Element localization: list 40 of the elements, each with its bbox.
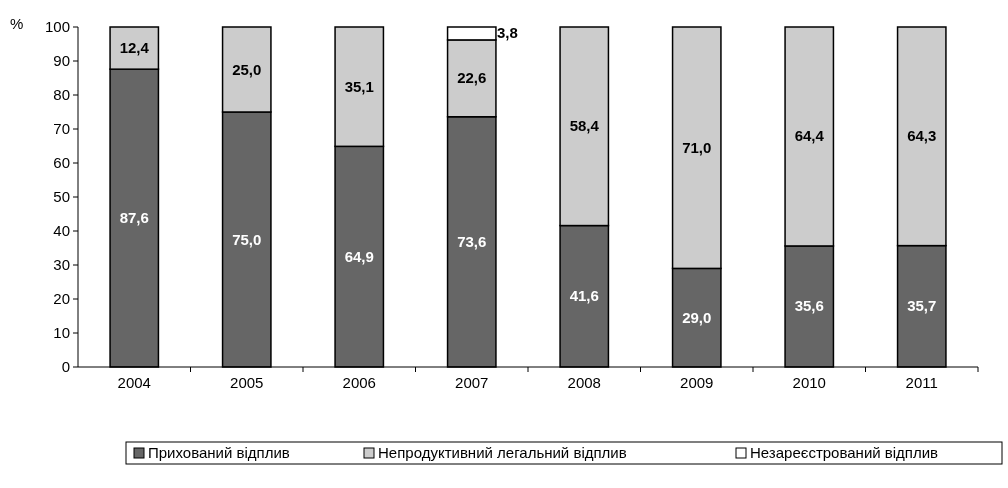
data-label: 58,4 [569,117,600,135]
x-tick-label: 2004 [117,374,151,391]
y-tick-label: 30 [53,256,70,273]
y-tick-label: 40 [53,222,70,239]
data-label: 64,3 [907,127,937,145]
data-label: 35,7 [907,297,937,315]
data-label: 71,0 [682,138,712,156]
data-label: 73,6 [457,232,487,250]
data-label: 3,8 [496,24,518,42]
data-label: 12,4 [119,39,150,57]
legend-label: Непродуктивний легальний відплив [378,444,627,461]
data-label: 35,6 [794,297,824,315]
y-tick-label: 80 [53,86,70,103]
data-label: 64,9 [344,247,374,265]
x-tick-label: 2008 [567,374,601,391]
data-label: 41,6 [569,287,599,305]
y-tick-label: 60 [53,154,70,171]
data-label: 29,0 [682,308,712,326]
x-tick-label: 2006 [342,374,376,391]
data-label: 22,6 [457,69,487,87]
x-tick-label: 2010 [792,374,826,391]
x-tick-label: 2011 [905,374,938,391]
y-tick-label: 70 [53,120,70,137]
data-label: 87,6 [119,209,149,227]
y-tick-label: 50 [53,188,70,205]
y-tick-label: 90 [53,52,70,69]
data-label: 75,0 [232,230,262,248]
x-tick-label: 2007 [455,374,489,391]
y-tick-label: 100 [44,18,70,35]
data-label: 64,4 [794,127,825,145]
data-label: 35,1 [344,77,374,95]
legend-label: Прихований відплив [148,444,290,461]
y-tick-label: 0 [61,358,70,375]
x-tick-label: 2009 [680,374,714,391]
data-label: 25,0 [232,60,262,78]
y-axis-title: % [10,15,24,32]
x-tick-label: 2005 [230,374,264,391]
y-tick-label: 10 [53,324,70,341]
legend-label: Незареєстрований відплив [750,444,939,461]
y-tick-label: 20 [53,290,70,307]
